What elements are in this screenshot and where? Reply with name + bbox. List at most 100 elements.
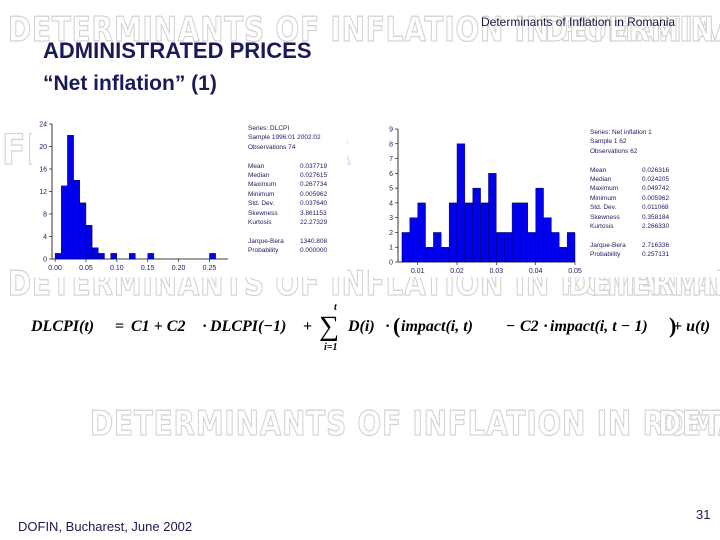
histogram-net-inflation-bar: [401, 232, 411, 263]
histogram-dlcpi: 0 4 8 12 16 20 24 0.00 0.05 0.10 0.15 0.20 0.25 Seri…: [32, 117, 347, 277]
histogram-net-inflation-x-tick-label: 0.04: [529, 268, 543, 275]
equation-c2: C2: [520, 318, 539, 335]
equation-paren-open: (: [393, 313, 400, 338]
stat-value: 0.358184: [642, 213, 670, 221]
stat-label: Median: [248, 172, 270, 179]
histogram-dlcpi-bar: [85, 225, 93, 260]
stat-value: 0.024205: [642, 176, 670, 183]
stat-value: 0.037640: [300, 200, 328, 208]
stat-value: 0.011068: [642, 204, 669, 212]
equation-paren-close: ): [669, 313, 676, 338]
stat-value: 0.026316: [642, 166, 670, 174]
histogram-dlcpi-y-tick-label: 8: [43, 212, 47, 219]
histogram-dlcpi-bar: [128, 253, 136, 260]
histogram-dlcpi-x-tick-label: 0.25: [203, 265, 217, 272]
equation-error-term: + u(t): [673, 318, 710, 335]
histogram-net-inflation-bar: [543, 217, 552, 263]
stat-value: 2.716336: [642, 241, 670, 249]
histogram-net-inflation-bar: [496, 232, 505, 263]
histogram-net-inflation-bar: [559, 247, 568, 263]
histogram-dlcpi-y-tick-label: 16: [39, 167, 47, 174]
stat-label: Kurtosis: [590, 223, 614, 230]
histogram-dlcpi-plot: 0 4 8 12 16 20 24 0.00 0.05 0.10 0.15 0.20 0.25: [39, 122, 228, 272]
stat-label: Mean: [248, 162, 265, 170]
histogram-dlcpi-x-tick-label: 0.05: [79, 265, 93, 272]
histogram-dlcpi-x-tick-label: 0.10: [110, 265, 124, 272]
stat-value: 0.037719: [300, 162, 328, 170]
stat-label: Series: DLCPI: [248, 125, 290, 132]
page-number: 31: [696, 507, 711, 522]
histogram-net-inflation-bar: [480, 202, 489, 263]
histogram-dlcpi-y-tick-label: 24: [39, 122, 47, 129]
stat-value: 1340.808: [300, 237, 328, 245]
histogram-net-inflation-y-tick-label: 8: [389, 141, 393, 148]
equation-dot: ·: [202, 318, 207, 335]
histogram-net-inflation-bar: [456, 143, 466, 263]
histogram-dlcpi-y-tick-label: 20: [39, 144, 47, 151]
histogram-net-inflation-bar: [409, 217, 418, 263]
equation-plus: +: [303, 318, 312, 335]
histogram-net-inflation-y-tick-label: 1: [389, 245, 393, 252]
histogram-dlcpi-bar: [61, 185, 68, 260]
histogram-dlcpi-x-tick-label: 0.20: [172, 265, 186, 272]
histogram-dlcpi-bar: [98, 253, 105, 260]
slide-title: ADMINISTRATED PRICES: [43, 38, 312, 63]
stat-label: Std. Dev.: [590, 204, 617, 212]
stat-label: Minimum: [590, 194, 617, 202]
histogram-net-inflation-bar: [441, 247, 450, 263]
histogram-dlcpi-bar: [91, 247, 99, 260]
stat-label: Mean: [590, 166, 607, 174]
histogram-net-inflation-bar: [511, 202, 521, 263]
histogram-net-inflation-bar: [472, 187, 481, 263]
equation-dot: ·: [543, 318, 548, 335]
histogram-net-inflation-bar: [535, 187, 544, 263]
stat-value: 0.005962: [642, 194, 670, 202]
histogram-net-inflation-y-tick-label: 3: [389, 215, 393, 222]
histogram-net-inflation-y-tick-label: 4: [389, 200, 393, 207]
equation-lhs: DLCPI(t): [31, 318, 94, 335]
stat-label: Observations 74: [248, 143, 296, 151]
stat-value: 0.049742: [642, 185, 670, 193]
equation-minus: −: [506, 318, 515, 335]
histogram-net-inflation-x-tick-label: 0.05: [568, 268, 582, 275]
stat-label: Skewness: [248, 209, 278, 217]
histogram-dlcpi-bar: [67, 135, 74, 260]
stat-value: 22.27329: [300, 219, 328, 226]
histogram-net-inflation-y-tick-label: 0: [389, 260, 393, 267]
stat-label: Observations 62: [590, 147, 638, 155]
histogram-dlcpi-x-tick-label: 0.15: [141, 265, 155, 272]
histogram-dlcpi-y-tick-label: 4: [43, 234, 47, 241]
stat-label: Maximum: [590, 185, 619, 193]
slide-subtitle: “Net inflation” (1): [43, 72, 217, 95]
histogram-dlcpi-y-tick-label: 12: [39, 189, 47, 196]
stat-label: Median: [590, 176, 612, 183]
histogram-dlcpi-bar: [54, 253, 62, 260]
stat-value: 2.266330: [642, 223, 670, 230]
histogram-dlcpi-bar: [73, 180, 80, 260]
stat-label: Minimum: [248, 190, 275, 198]
histogram-dlcpi-y-tick-label: 0: [43, 257, 47, 264]
stat-label: Sample 1996:01 2002:02: [248, 134, 321, 142]
regression-equation: DLCPI(t) = C1 + C2 · DLCPI(−1) + t ∑ i=1…: [31, 302, 710, 353]
footer-source: DOFIN, Bucharest, June 2002: [18, 519, 193, 534]
stat-value: 0.000000: [300, 247, 328, 255]
stat-value: 0.257131: [642, 251, 670, 259]
watermark-text: DETERMINANTS OF INFLATION IN ROMANIA: [89, 403, 720, 444]
stat-label: Maximum: [248, 181, 277, 189]
histogram-net-inflation-y-tick-label: 6: [389, 171, 393, 178]
watermark-text: DETE: [657, 403, 720, 444]
stat-value: 0.005962: [300, 190, 328, 198]
histogram-net-inflation-y-tick-label: 9: [389, 127, 393, 134]
histogram-net-inflation: 0 1 2 3 4 5 6 7 8 9 0.01 0.02 0.03 0.04 0.05 Series: N…: [369, 121, 717, 277]
histogram-net-inflation-x-tick-label: 0.01: [411, 268, 425, 275]
equation-dummy-term: D(i): [347, 318, 375, 335]
histogram-net-inflation-bar: [417, 202, 426, 263]
watermark-text: DETERMINANTS OF INFLATION IN ROMANIA: [7, 9, 717, 50]
histogram-dlcpi-bar: [79, 202, 87, 260]
histogram-net-inflation-bar: [519, 202, 529, 263]
histogram-dlcpi-bar: [147, 253, 155, 260]
histogram-net-inflation-x-tick-label: 0.02: [450, 268, 464, 275]
histogram-net-inflation-plot: 0 1 2 3 4 5 6 7 8 9 0.01 0.02 0.03 0.04 0.05: [389, 127, 582, 276]
histogram-net-inflation-y-tick-label: 7: [389, 156, 393, 163]
